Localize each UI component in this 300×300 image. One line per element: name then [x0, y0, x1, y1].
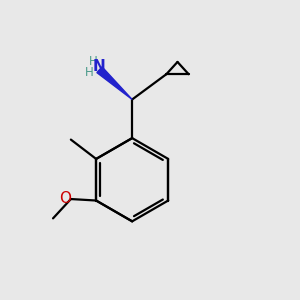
- Text: N: N: [92, 59, 105, 74]
- Text: H: H: [88, 55, 97, 68]
- Text: O: O: [59, 191, 71, 206]
- Text: H: H: [85, 66, 93, 79]
- Polygon shape: [97, 67, 132, 100]
